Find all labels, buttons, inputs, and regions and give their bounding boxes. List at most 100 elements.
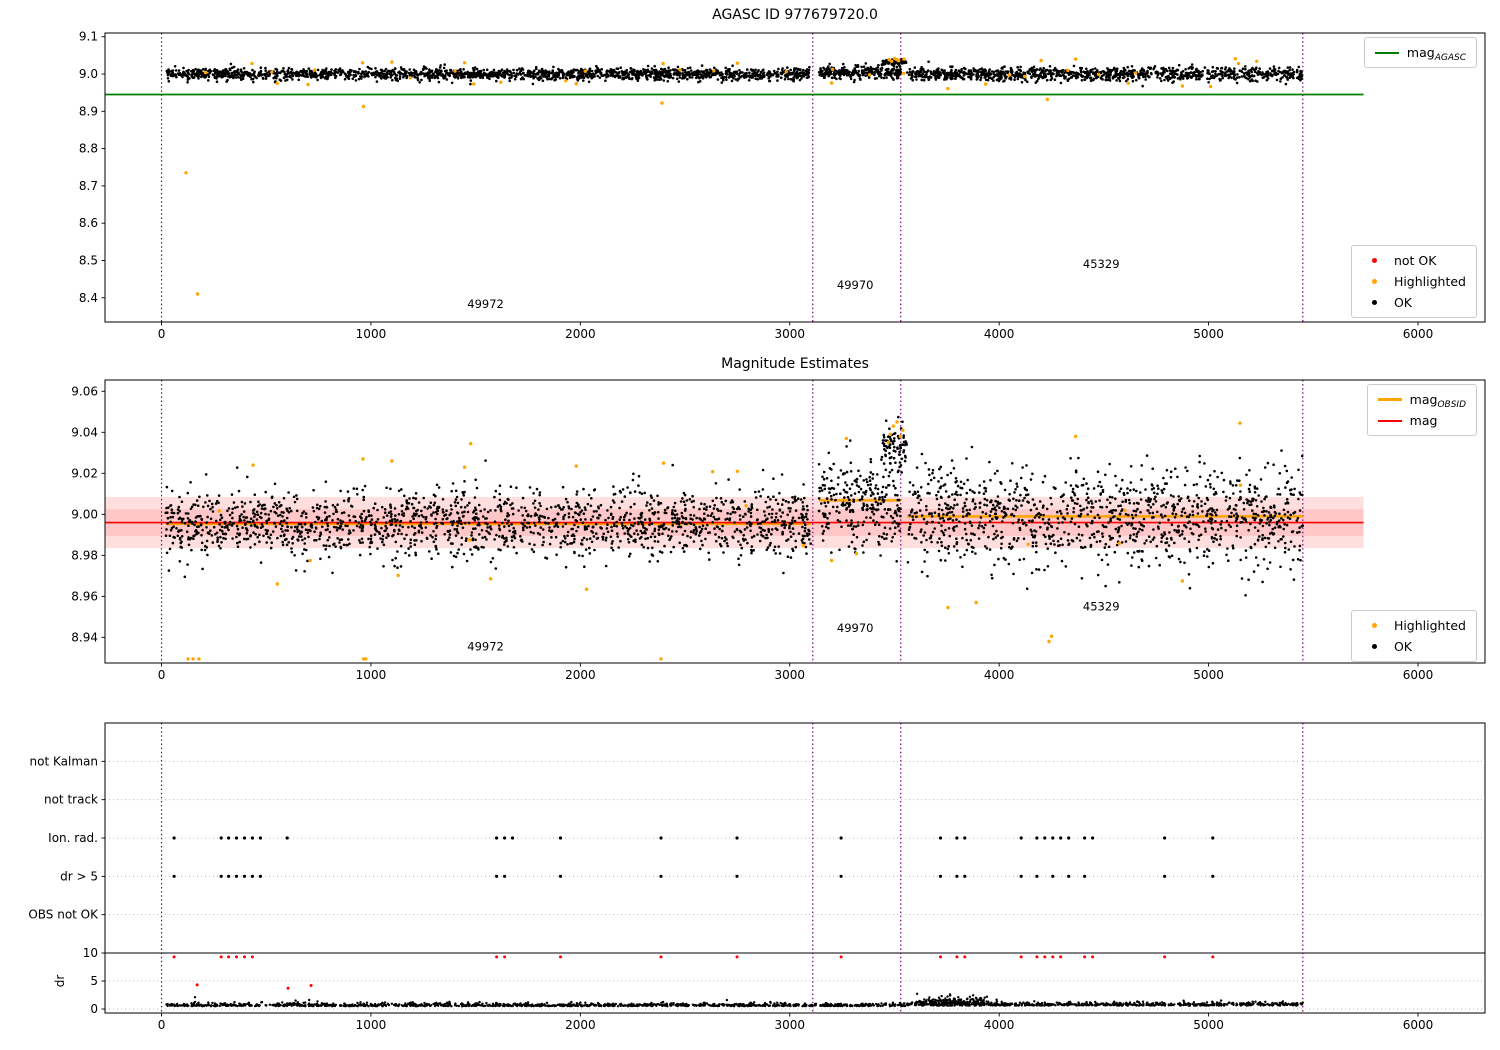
dr-trace-points: [165, 992, 1304, 1008]
obsid-annotation: 49972: [467, 297, 504, 311]
legend-item-mag-agasc: magAGASC: [1374, 42, 1466, 63]
x-tick-label: 4000: [984, 668, 1015, 682]
highlighted-marker: [1371, 279, 1377, 284]
legend-label-not-ok: not OK: [1393, 253, 1437, 268]
legend-label-highlighted: Highlighted: [1393, 618, 1466, 633]
obsid-annotation: 49970: [837, 278, 874, 292]
x-tick-label: 1000: [356, 668, 387, 682]
highlighted-marker: [1371, 623, 1377, 628]
obsid-annotation: 49972: [467, 640, 504, 654]
y-tick-label: 9.04: [71, 425, 98, 439]
x-tick-label: 2000: [565, 327, 596, 341]
category-label: OBS not OK: [28, 908, 99, 922]
highlighted-points: [184, 56, 1259, 296]
y-tick-label: 9.06: [71, 384, 98, 398]
x-tick-label: 4000: [984, 327, 1015, 341]
legend-label-highlighted: Highlighted: [1393, 274, 1466, 289]
legend-mag-agasc: magAGASC: [1363, 37, 1477, 68]
y-tick-label: 8.98: [71, 548, 98, 562]
y-tick-label: 8.9: [79, 104, 98, 118]
x-tick-label: 4000: [984, 1018, 1015, 1032]
legend-chart1-points: not OK Highlighted OK: [1350, 245, 1477, 318]
legend-item-mag: mag: [1377, 410, 1466, 431]
x-tick-label: 0: [158, 1018, 166, 1032]
chart-mag-estimates: 49972 49970 45329 0 1000 2000 3000 4000 5000 6000…: [71, 379, 1486, 682]
not-ok-marker: [1371, 258, 1377, 263]
y-tick-label: 8.5: [79, 253, 98, 267]
not-ok-dr-points: [172, 955, 1215, 990]
legend-item-ok: OK: [1362, 292, 1466, 313]
y-tick-label: 8.94: [71, 630, 98, 644]
x-tick-label: 5000: [1193, 1018, 1224, 1032]
x-tick-label: 0: [158, 327, 166, 341]
mag-line-marker: [1377, 419, 1402, 422]
y-tick-label: 9.1: [79, 30, 98, 44]
legend-item-not-ok: not OK: [1362, 250, 1466, 271]
x-tick-label: 2000: [565, 668, 596, 682]
dr-axis-label: dr: [53, 975, 67, 988]
ok-marker: [1371, 300, 1377, 305]
x-tick-label: 3000: [774, 1018, 805, 1032]
y-tick-label: 8.6: [79, 216, 98, 230]
legend-label-mag-obsid: magOBSID: [1409, 392, 1466, 410]
y-tick-label: 8.96: [71, 589, 98, 603]
x-tick-label: 3000: [774, 668, 805, 682]
legend-label-ok: OK: [1393, 639, 1412, 654]
y-tick-label: 9.0: [79, 67, 98, 81]
axes-frame: [104, 32, 1486, 323]
ok-points: [165, 58, 1304, 88]
axes-frame: [104, 379, 1486, 664]
legend-label-sub: OBSID: [1437, 400, 1466, 410]
highlighted-points: [186, 420, 1243, 661]
legend-label-main: mag: [1409, 392, 1438, 407]
category-label: not track: [44, 793, 98, 807]
x-tick-label: 3000: [774, 327, 805, 341]
mag-obsid-line-marker: [1377, 398, 1402, 401]
obsid-annotation: 49970: [837, 621, 874, 635]
dr-gt5-points: [172, 874, 1215, 878]
legend-label-mag-agasc: magAGASC: [1406, 45, 1466, 63]
x-tick-label: 1000: [356, 1018, 387, 1032]
y-tick-label: 8.7: [79, 179, 98, 193]
category-label: Ion. rad.: [48, 831, 98, 845]
axes-frame: [104, 722, 1486, 1014]
chart-agasc-mag: 49972 49970 45329 0 1000 2000 3000 4000 5000 6000…: [79, 30, 1486, 341]
legend-label-main: mag: [1406, 45, 1435, 60]
obsid-annotation: 45329: [1083, 257, 1120, 271]
ion-rad-points: [172, 836, 1215, 840]
chart1-title: AGASC ID 977679720.0: [712, 7, 878, 23]
ok-points: [164, 415, 1304, 597]
legend-item-ok: OK: [1362, 636, 1466, 657]
x-tick-label: 6000: [1403, 327, 1434, 341]
chart2-title: Magnitude Estimates: [721, 356, 869, 372]
x-tick-label: 5000: [1193, 327, 1224, 341]
legend-label-mag: mag: [1409, 413, 1438, 428]
x-tick-label: 0: [158, 668, 166, 682]
legend-chart2-points: Highlighted OK: [1350, 610, 1477, 662]
legend-label-ok: OK: [1393, 295, 1412, 310]
x-tick-label: 6000: [1403, 668, 1434, 682]
legend-mag-lines: magOBSID mag: [1366, 384, 1477, 436]
legend-label-sub: AGASC: [1434, 53, 1466, 63]
x-tick-label: 6000: [1403, 1018, 1434, 1032]
y-tick-label: 8.8: [79, 142, 98, 156]
dr-tick-label: 10: [83, 946, 98, 960]
category-label: not Kalman: [30, 754, 98, 768]
legend-item-mag-obsid: magOBSID: [1377, 389, 1466, 410]
chart-flags-dr: 0 1000 2000 3000 4000 5000 6000 not Kalman not t…: [28, 722, 1486, 1032]
x-tick-label: 2000: [565, 1018, 596, 1032]
dr-tick-label: 0: [90, 1002, 98, 1016]
x-tick-label: 5000: [1193, 668, 1224, 682]
dr-tick-label: 5: [90, 974, 98, 988]
mag-agasc-line-marker: [1374, 51, 1399, 54]
y-tick-label: 9.02: [71, 466, 98, 480]
legend-item-highlighted: Highlighted: [1362, 615, 1466, 636]
x-tick-label: 1000: [356, 327, 387, 341]
ok-marker: [1371, 644, 1377, 649]
category-label: dr > 5: [60, 869, 98, 883]
y-tick-label: 9.00: [71, 507, 98, 521]
y-tick-label: 8.4: [79, 291, 98, 305]
obsid-annotation: 45329: [1083, 600, 1120, 614]
